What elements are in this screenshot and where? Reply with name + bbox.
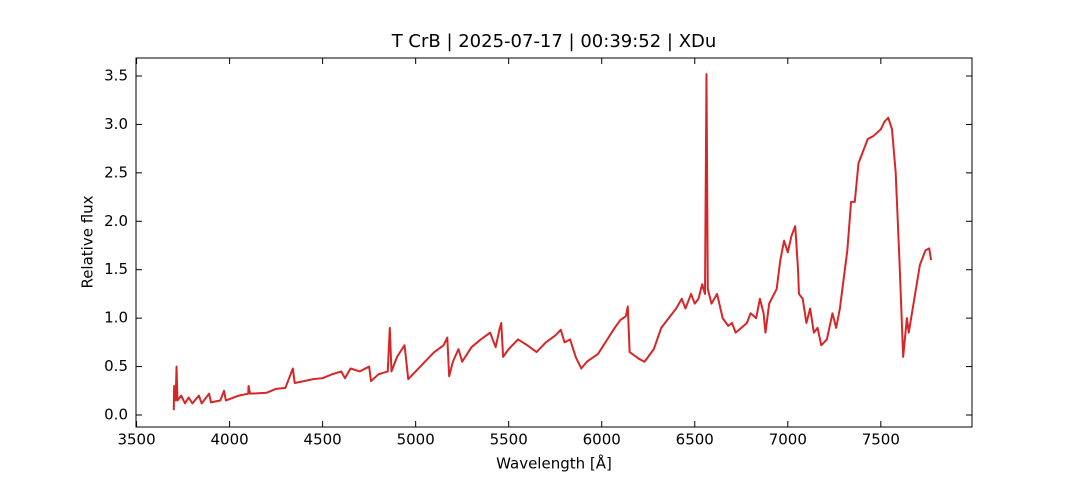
- y-tick-label: 0.0: [104, 405, 128, 423]
- y-tick-label: 3.5: [104, 67, 128, 85]
- y-axis-label: Relative flux: [79, 195, 97, 288]
- x-axis-label: Wavelength [Å]: [496, 454, 612, 473]
- x-tick-label: 7500: [862, 431, 900, 449]
- y-tick-label: 3.0: [104, 115, 128, 133]
- y-tick-label: 0.5: [104, 357, 128, 375]
- spectrum-line: [172, 73, 933, 411]
- plot-frame: [135, 57, 973, 428]
- y-tick-label: 2.5: [104, 163, 128, 181]
- y-tick-label: 1.0: [104, 309, 128, 327]
- x-tick-label: 6000: [583, 431, 621, 449]
- x-tick-label: 4000: [210, 431, 248, 449]
- x-tick-label: 5500: [490, 431, 528, 449]
- x-tick-label: 3500: [117, 431, 155, 449]
- chart-title: T CrB | 2025-07-17 | 00:39:52 | XDu: [391, 31, 717, 52]
- x-tick-label: 4500: [304, 431, 342, 449]
- y-tick-label: 2.0: [104, 212, 128, 230]
- x-tick-label: 5000: [397, 431, 435, 449]
- x-tick-label: 7000: [769, 431, 807, 449]
- y-tick-label: 1.5: [104, 260, 128, 278]
- x-tick-label: 6500: [676, 431, 714, 449]
